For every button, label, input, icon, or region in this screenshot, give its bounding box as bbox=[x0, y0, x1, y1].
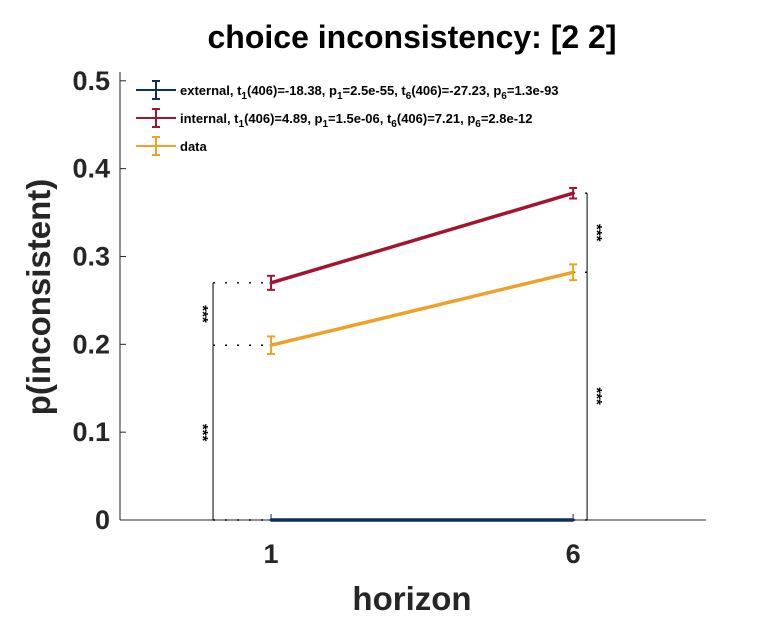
x-tick-label: 1 bbox=[264, 539, 279, 569]
sig-label: *** bbox=[588, 224, 605, 242]
legend-text-part: =1.3e-93 bbox=[507, 83, 559, 98]
legend-label: internal, t1(406)=4.89, p1=1.5e-06, t6(4… bbox=[180, 111, 533, 130]
y-tick-label: 0.2 bbox=[72, 329, 110, 359]
legend-entry-external: external, t1(406)=-18.38, p1=2.5e-55, t6… bbox=[136, 80, 559, 102]
legend-label: external, t1(406)=-18.38, p1=2.5e-55, t6… bbox=[180, 83, 559, 102]
legend-text-part: data bbox=[180, 139, 208, 154]
legend-subscript: 6 bbox=[501, 91, 507, 102]
legend-text-part: (406)=7.21, p bbox=[397, 111, 475, 126]
legend-subscript: 1 bbox=[322, 119, 328, 130]
legend-text-part: external, t bbox=[180, 83, 242, 98]
legend-text-part: (406)=-18.38, p bbox=[247, 83, 337, 98]
legend-subscript: 6 bbox=[391, 119, 397, 130]
legend-label: data bbox=[180, 139, 208, 154]
sig-label: *** bbox=[194, 424, 211, 442]
legend-subscript: 6 bbox=[406, 91, 412, 102]
legend-text-part: =2.8e-12 bbox=[481, 111, 533, 126]
legend-text-part: internal, t bbox=[180, 111, 239, 126]
series-data bbox=[267, 263, 578, 355]
legend: external, t1(406)=-18.38, p1=2.5e-55, t6… bbox=[136, 80, 559, 156]
sig-label: *** bbox=[588, 387, 605, 405]
axes: 0 0.1 0.2 0.3 0.4 0.5 1 6 bbox=[72, 66, 706, 569]
legend-subscript: 1 bbox=[241, 91, 247, 102]
data-point bbox=[571, 270, 575, 274]
data-point bbox=[269, 518, 273, 522]
series-line bbox=[270, 191, 574, 285]
legend-subscript: 6 bbox=[475, 119, 481, 130]
series bbox=[267, 186, 578, 522]
data-point bbox=[269, 281, 273, 285]
significance-markers: *** *** *** *** bbox=[194, 192, 605, 521]
legend-subscript: 1 bbox=[337, 91, 343, 102]
y-axis-label: p(inconsistent) bbox=[20, 179, 57, 416]
legend-text-part: (406)=-27.23, p bbox=[411, 83, 501, 98]
data-point bbox=[269, 343, 273, 347]
x-axis-label: horizon bbox=[352, 580, 471, 617]
legend-entry-data: data bbox=[136, 136, 208, 156]
legend-text-part: (406)=4.89, p bbox=[244, 111, 322, 126]
x-tick-label: 6 bbox=[566, 539, 581, 569]
series-line bbox=[270, 270, 574, 347]
y-tick-label: 0.1 bbox=[72, 417, 110, 447]
chart-title: choice inconsistency: [2 2] bbox=[207, 19, 616, 55]
sig-label: *** bbox=[194, 305, 211, 323]
series-internal bbox=[267, 186, 578, 291]
legend-text-part: =1.5e-06, t bbox=[328, 111, 392, 126]
y-tick-label: 0.4 bbox=[72, 154, 110, 184]
legend-subscript: 1 bbox=[239, 119, 245, 130]
data-point bbox=[571, 191, 575, 195]
legend-entry-internal: internal, t1(406)=4.89, p1=1.5e-06, t6(4… bbox=[136, 108, 533, 130]
series-external bbox=[269, 518, 575, 522]
legend-text-part: =2.5e-55, t bbox=[343, 83, 407, 98]
y-tick-label: 0.5 bbox=[72, 66, 110, 96]
data-point bbox=[571, 518, 575, 522]
y-tick-label: 0 bbox=[95, 505, 110, 535]
y-tick-label: 0.3 bbox=[72, 241, 110, 271]
